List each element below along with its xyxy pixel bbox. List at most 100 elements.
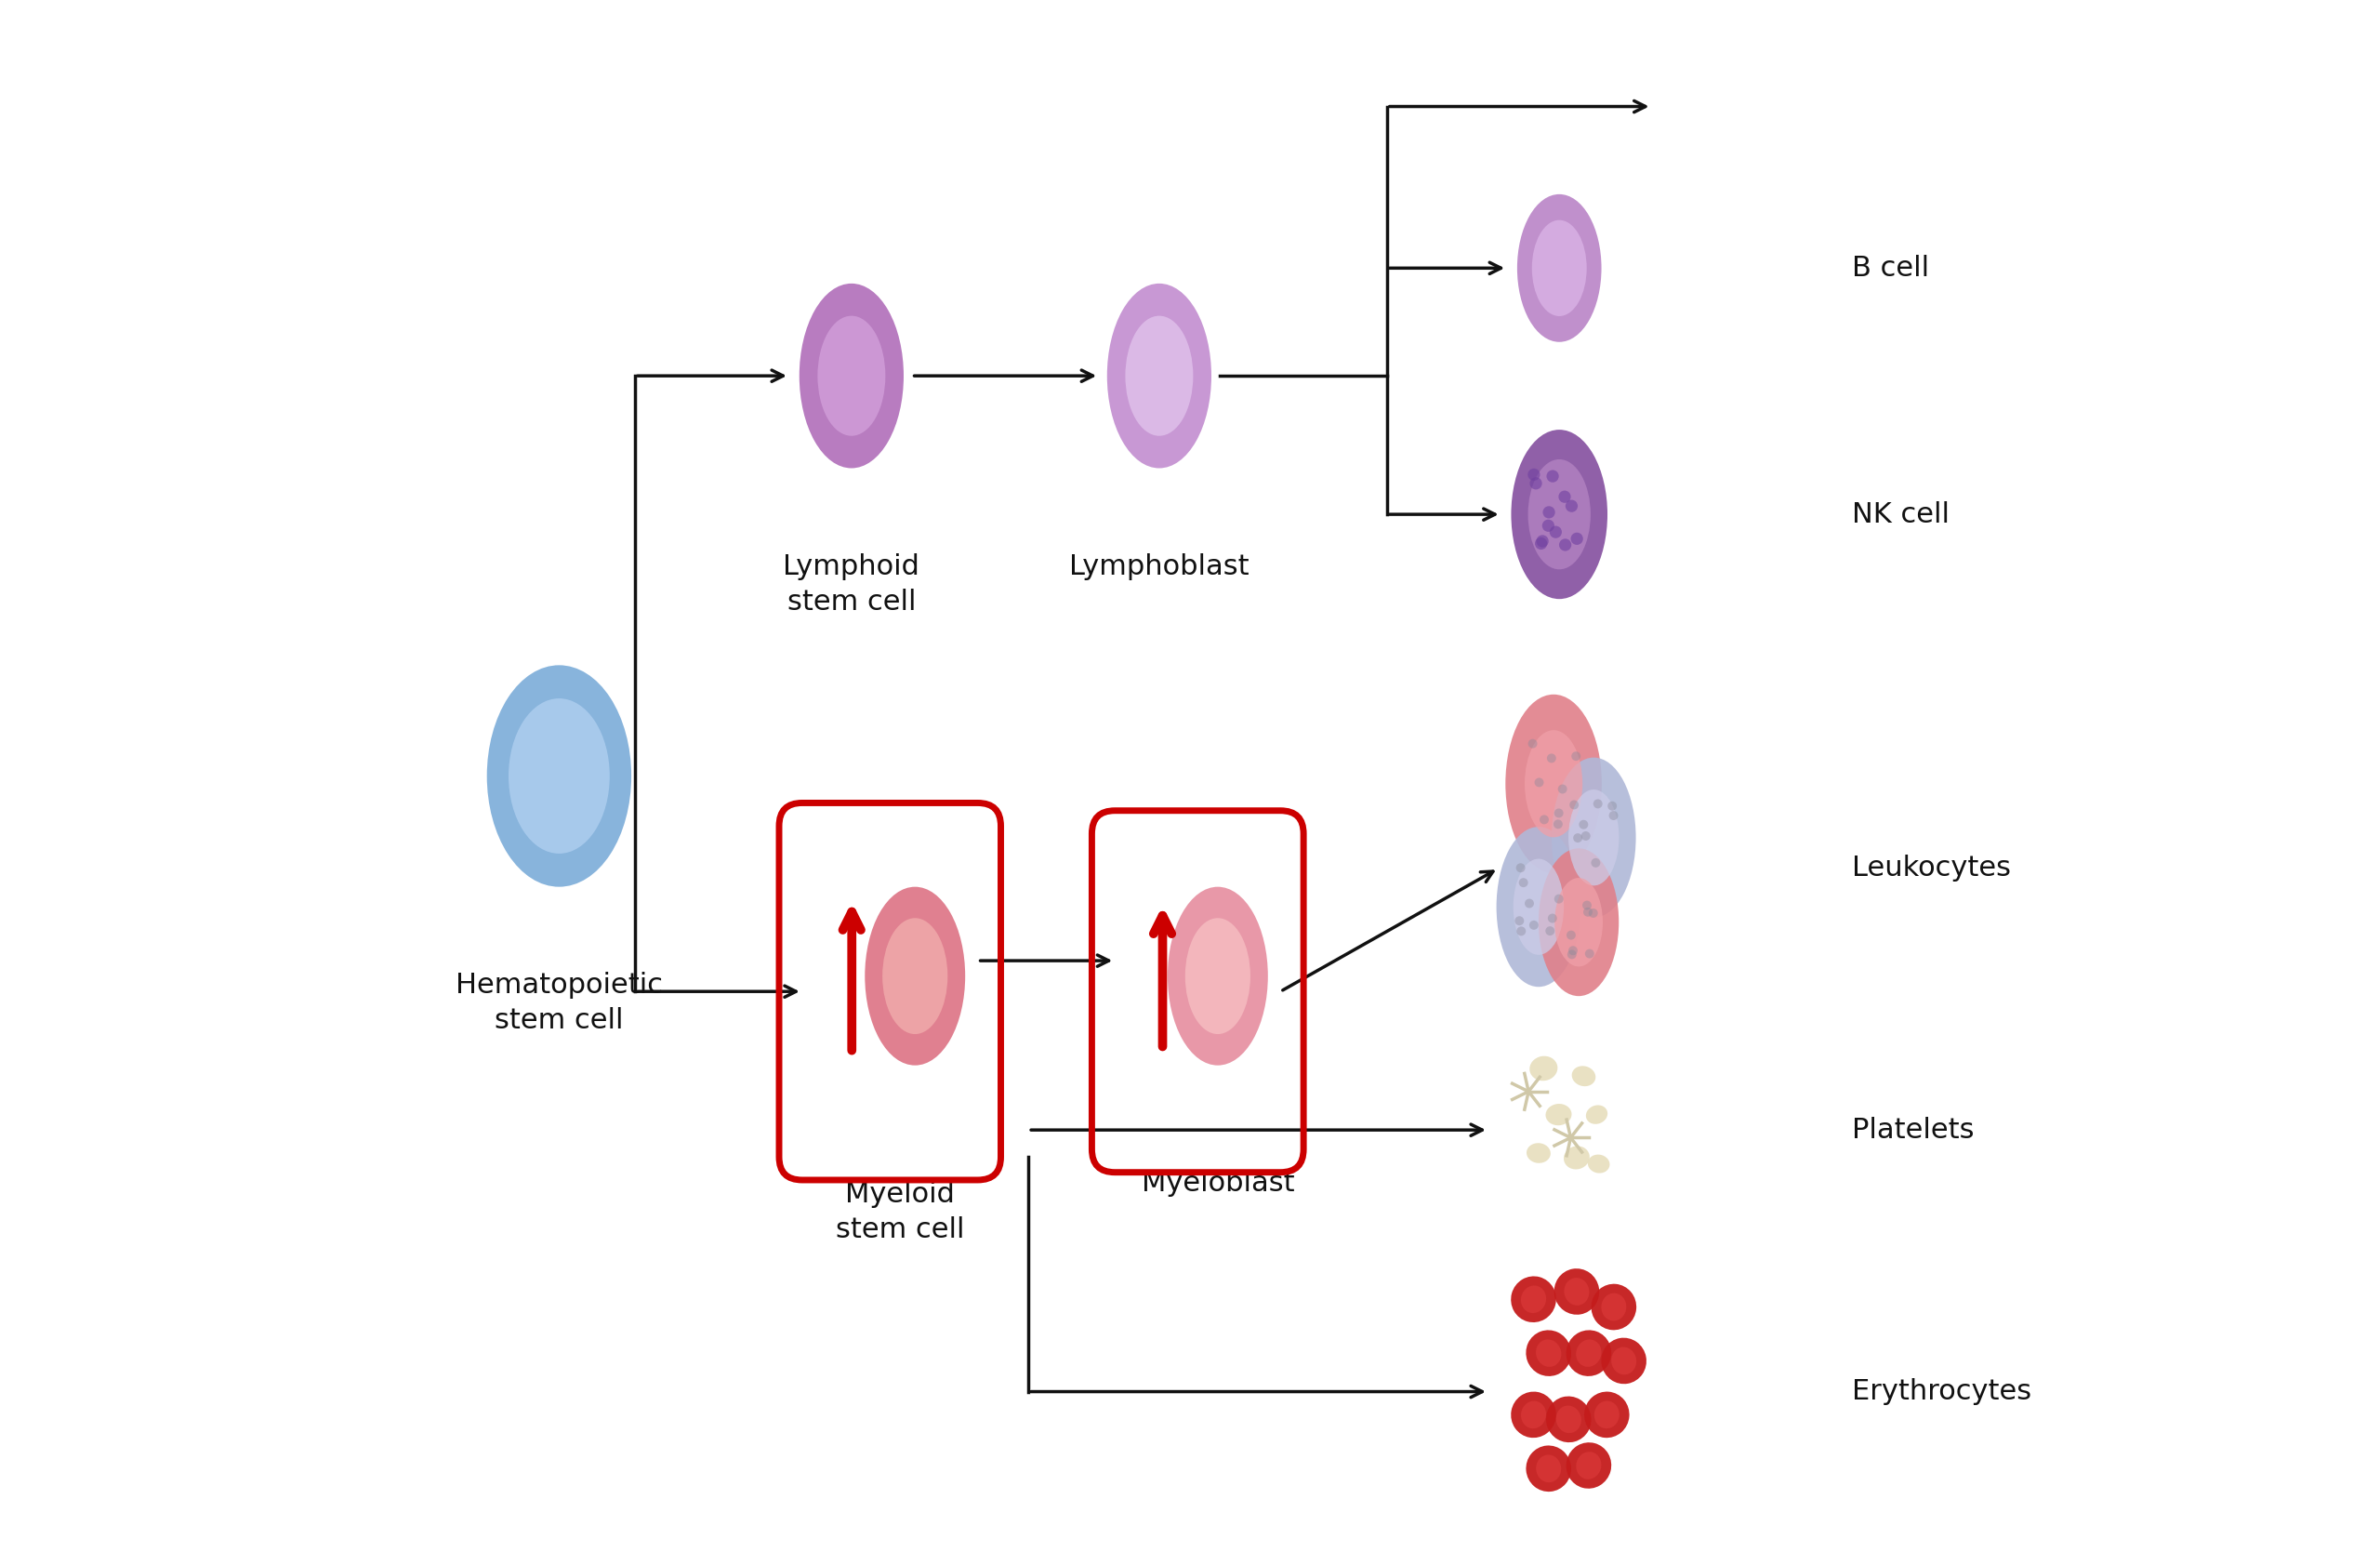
Ellipse shape: [1547, 1397, 1592, 1442]
Circle shape: [1535, 535, 1549, 548]
Ellipse shape: [1585, 1392, 1630, 1437]
Circle shape: [1528, 469, 1540, 481]
Circle shape: [1571, 532, 1583, 545]
Ellipse shape: [1611, 1347, 1637, 1375]
Text: Myeloid
stem cell: Myeloid stem cell: [835, 1181, 964, 1243]
Circle shape: [1592, 858, 1599, 868]
Text: Leukocytes: Leukocytes: [1852, 855, 2011, 882]
Circle shape: [1609, 812, 1618, 819]
Circle shape: [1535, 778, 1545, 787]
Ellipse shape: [1185, 919, 1250, 1034]
Ellipse shape: [1566, 1442, 1611, 1488]
Ellipse shape: [883, 919, 947, 1034]
Ellipse shape: [1564, 1277, 1590, 1305]
Ellipse shape: [1602, 1293, 1626, 1321]
Ellipse shape: [1507, 694, 1602, 872]
Ellipse shape: [1554, 1268, 1599, 1315]
Circle shape: [1559, 539, 1571, 551]
Circle shape: [1530, 476, 1542, 489]
Circle shape: [1585, 950, 1595, 958]
Ellipse shape: [1107, 284, 1211, 469]
Circle shape: [1554, 894, 1564, 903]
Circle shape: [1545, 927, 1554, 936]
Circle shape: [1542, 506, 1554, 518]
Text: Hematopoietic
stem cell: Hematopoietic stem cell: [455, 972, 662, 1034]
Ellipse shape: [1169, 886, 1269, 1065]
Circle shape: [1568, 950, 1576, 959]
Circle shape: [1606, 801, 1616, 810]
Ellipse shape: [1526, 1330, 1571, 1377]
Ellipse shape: [1511, 1276, 1557, 1322]
Ellipse shape: [1526, 1144, 1552, 1162]
Circle shape: [1587, 908, 1597, 917]
Ellipse shape: [1521, 1401, 1547, 1428]
Circle shape: [1549, 526, 1561, 539]
Text: Lymphoid
stem cell: Lymphoid stem cell: [783, 553, 919, 615]
Ellipse shape: [1587, 1155, 1609, 1173]
Text: Lymphoblast: Lymphoblast: [1069, 553, 1250, 580]
Text: NK cell: NK cell: [1852, 501, 1949, 528]
Ellipse shape: [1595, 1401, 1618, 1428]
Circle shape: [1535, 537, 1547, 549]
Ellipse shape: [1526, 1445, 1571, 1491]
Ellipse shape: [800, 284, 904, 469]
Circle shape: [1571, 751, 1580, 760]
Circle shape: [1528, 739, 1537, 748]
Circle shape: [1526, 899, 1535, 908]
Circle shape: [1566, 500, 1578, 512]
Circle shape: [1547, 470, 1559, 483]
Circle shape: [1554, 819, 1564, 829]
Text: Platelets: Platelets: [1852, 1116, 1973, 1144]
Ellipse shape: [1516, 194, 1602, 341]
Circle shape: [1573, 833, 1583, 843]
Circle shape: [1542, 520, 1554, 532]
Circle shape: [1583, 908, 1592, 917]
Ellipse shape: [1545, 1103, 1571, 1125]
Ellipse shape: [1571, 1066, 1595, 1086]
Ellipse shape: [864, 886, 966, 1065]
Ellipse shape: [1564, 1145, 1590, 1169]
Ellipse shape: [1537, 849, 1618, 996]
Ellipse shape: [1568, 790, 1618, 886]
Ellipse shape: [1533, 220, 1587, 317]
Circle shape: [1559, 784, 1566, 793]
Circle shape: [1559, 490, 1571, 503]
Circle shape: [1580, 832, 1590, 841]
Ellipse shape: [509, 698, 609, 854]
Ellipse shape: [1592, 1284, 1637, 1330]
Ellipse shape: [1530, 1055, 1557, 1080]
Circle shape: [1554, 809, 1564, 818]
Text: B cell: B cell: [1852, 255, 1928, 281]
Ellipse shape: [1554, 878, 1602, 967]
Ellipse shape: [1576, 1451, 1602, 1479]
Ellipse shape: [1521, 1285, 1547, 1313]
Ellipse shape: [1511, 430, 1606, 599]
Circle shape: [1568, 801, 1578, 810]
Circle shape: [1540, 815, 1549, 824]
Circle shape: [1530, 920, 1537, 930]
Ellipse shape: [1535, 1454, 1561, 1482]
Ellipse shape: [819, 315, 885, 436]
Circle shape: [1516, 863, 1526, 872]
Ellipse shape: [1585, 1105, 1606, 1124]
Ellipse shape: [1526, 729, 1583, 837]
Ellipse shape: [1126, 315, 1192, 436]
Text: Myeloblast: Myeloblast: [1142, 1170, 1295, 1197]
Ellipse shape: [1557, 1406, 1580, 1432]
Ellipse shape: [1528, 459, 1590, 570]
Text: Erythrocytes: Erythrocytes: [1852, 1378, 2030, 1405]
Ellipse shape: [1535, 1339, 1561, 1367]
Circle shape: [1547, 754, 1557, 764]
Circle shape: [1516, 927, 1526, 936]
Ellipse shape: [1511, 1392, 1557, 1437]
Circle shape: [1518, 878, 1528, 888]
Circle shape: [1592, 799, 1602, 809]
Circle shape: [1568, 947, 1578, 954]
Ellipse shape: [1576, 1339, 1602, 1367]
Circle shape: [1547, 914, 1557, 923]
Circle shape: [1583, 900, 1592, 909]
Ellipse shape: [1566, 1330, 1611, 1377]
Circle shape: [1514, 916, 1523, 925]
Ellipse shape: [1602, 1338, 1647, 1384]
Circle shape: [1566, 931, 1576, 941]
